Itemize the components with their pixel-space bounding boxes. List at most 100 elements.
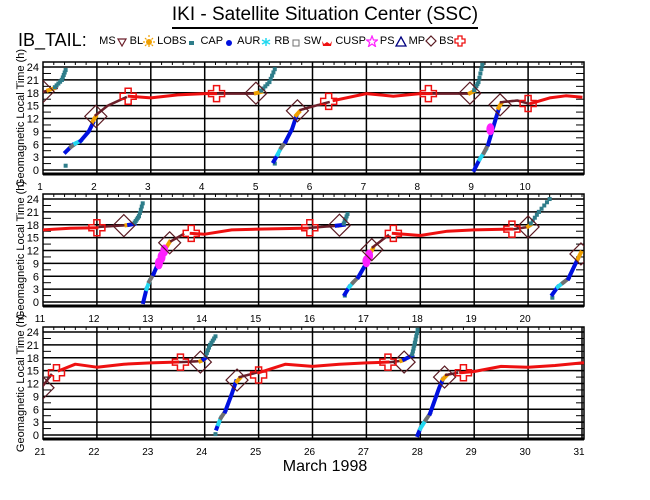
trajectory-cap: [427, 376, 446, 417]
point-lobs: [626, 347, 630, 351]
y-tick-label: 12: [27, 379, 39, 391]
x-tick-label: 26: [304, 447, 316, 458]
legend-label: CAP: [200, 34, 224, 47]
y-tick-label: 18: [27, 88, 39, 100]
trajectory-bl: [614, 361, 617, 362]
legend-label: BL: [129, 34, 144, 47]
legend-label: AUR: [237, 34, 261, 47]
point-lobs: [213, 334, 218, 339]
trajectory-sw: [528, 94, 583, 106]
x-tick-label: 31: [573, 447, 585, 458]
legend-item-bl: BL: [129, 34, 156, 47]
point-lobs: [539, 206, 544, 211]
x-tick-label: 16: [304, 314, 316, 325]
point-lobs: [140, 201, 145, 206]
legend-label: MP: [408, 34, 426, 47]
legend-item-lobs: LOBS: [157, 35, 198, 47]
y-tick-label: 15: [27, 233, 39, 245]
legend-item-aur: AUR: [237, 35, 272, 47]
asterisk-icon: [262, 37, 271, 46]
legend-item-sw: SW: [304, 35, 334, 47]
cusp-point: [486, 123, 495, 136]
point-lobs: [210, 338, 215, 343]
point-lobs: [628, 343, 632, 347]
point-lobs: [272, 161, 277, 166]
x-tick-label: 15: [250, 314, 262, 325]
mp-crossing-marker: [432, 365, 457, 389]
y-tick-label: 12: [27, 246, 39, 258]
x-tick-label: 21: [34, 447, 46, 458]
point-lobs: [629, 341, 633, 345]
trajectory-cap: [617, 354, 628, 361]
point-lobs: [534, 212, 539, 217]
x-tick-label: 22: [88, 447, 100, 458]
x-tick-label: 19: [466, 314, 478, 325]
panel-data: [43, 327, 635, 438]
sun-icon: [143, 34, 156, 47]
trajectory-bl: [89, 113, 99, 125]
y-tick-label: 0: [33, 297, 39, 309]
bs-crossing-marker: [301, 219, 319, 237]
legend-item-cusp: CUSP: [335, 33, 380, 48]
trajectory-sw: [127, 92, 217, 100]
y-axis-label: Geomagnetic Local Time (h): [15, 314, 27, 452]
y-tick-label: 24: [27, 194, 39, 206]
point-lobs: [265, 82, 270, 87]
bs-crossing-marker: [47, 364, 66, 382]
trajectory-sw: [43, 226, 99, 232]
point-lobs: [272, 67, 277, 72]
x-tick-label: 8: [415, 182, 421, 193]
trajectory-ms: [238, 371, 258, 379]
trajectory-cap: [633, 429, 635, 435]
mp-crossing-marker: [285, 98, 310, 123]
chart-title: IKI - Satellite Situation Center (SSC): [0, 4, 650, 29]
mp-crossing-marker: [112, 213, 136, 238]
point-lobs: [476, 80, 481, 85]
mp-crossing-marker: [83, 104, 108, 129]
trajectory-sw: [459, 361, 584, 375]
bs-crossing-marker: [519, 94, 537, 113]
x-tick-label: 5: [253, 182, 259, 193]
trajectory-bl: [440, 372, 450, 383]
cusp-point: [160, 244, 169, 257]
point-lobs: [410, 352, 415, 357]
point-lobs: [345, 212, 350, 217]
x-tick-label: 13: [142, 314, 154, 325]
trajectory-ms: [499, 99, 530, 106]
legend-label: MS: [99, 34, 116, 47]
mp-crossing-marker: [569, 242, 584, 266]
point-lobs: [480, 62, 485, 67]
trajectory-sw: [391, 227, 514, 237]
y-tick-label: 12: [27, 114, 39, 126]
point-lobs: [213, 432, 218, 437]
point-lobs: [204, 350, 209, 355]
mp-crossing-marker: [225, 368, 249, 392]
point-lobs: [267, 80, 272, 85]
trajectory-sw: [57, 360, 180, 373]
point-lobs: [138, 207, 143, 212]
legend-item-rb: RB: [274, 35, 301, 47]
point-lobs: [547, 197, 552, 202]
point-lobs: [63, 163, 68, 168]
square-icon: [189, 40, 195, 45]
x-tick-label: 9: [468, 182, 474, 193]
bs-crossing-marker: [384, 224, 403, 243]
bs-crossing-marker: [319, 92, 338, 111]
point-lobs: [477, 75, 482, 80]
x-tick-label: 12: [88, 314, 100, 325]
legend-item-bs: BS: [439, 35, 466, 47]
point-lobs: [528, 221, 533, 226]
point-lobs: [60, 75, 65, 80]
bs-crossing-marker: [454, 364, 473, 382]
y-tick-label: 24: [27, 62, 39, 74]
point-lobs: [411, 346, 416, 351]
point-lobs: [478, 71, 483, 76]
point-lobs: [271, 70, 276, 75]
legend-item-cap: CAP: [200, 35, 235, 47]
trajectory-bl: [234, 375, 243, 385]
trajectory-cap: [355, 264, 367, 280]
bs-crossing-marker: [182, 224, 200, 243]
y-tick-label: 6: [33, 404, 39, 416]
legend-label: LOBS: [157, 34, 187, 47]
y-tick-label: 21: [27, 207, 39, 219]
